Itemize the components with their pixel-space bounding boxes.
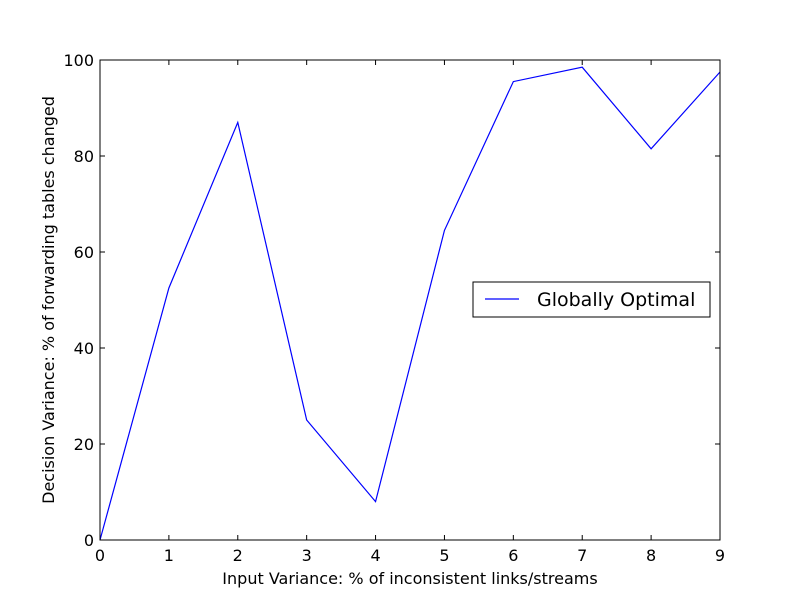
legend-entry-globally-optimal: Globally Optimal (537, 289, 695, 311)
series-line-0 (99, 66, 721, 541)
y-tick-label: 60 (74, 243, 94, 262)
y-tick-label: 80 (74, 147, 94, 166)
y-tick-label: 40 (74, 339, 94, 358)
y-tick-label: 0 (84, 531, 94, 550)
x-tick-label: 3 (302, 546, 312, 565)
y-tick-label: 100 (63, 51, 94, 70)
x-tick-label: 5 (439, 546, 449, 565)
x-tick-label: 6 (508, 546, 518, 565)
x-tick-label: 2 (233, 546, 243, 565)
axis-ticks: 0 1 2 3 4 5 6 7 8 9 0 20 40 60 80 100 (63, 51, 725, 565)
plot-area (99, 66, 721, 541)
x-tick-label: 1 (164, 546, 174, 565)
y-axis-label: Decision Variance: % of forwarding table… (39, 96, 58, 504)
y-tick-label: 20 (74, 435, 94, 454)
legend: Globally Optimal (472, 281, 711, 318)
plot-frame (99, 59, 721, 541)
x-tick-label: 9 (715, 546, 725, 565)
x-tick-label: 7 (577, 546, 587, 565)
x-tick-label: 8 (646, 546, 656, 565)
x-tick-label: 0 (95, 546, 105, 565)
x-axis-label: Input Variance: % of inconsistent links/… (222, 569, 597, 588)
x-tick-label: 4 (370, 546, 380, 565)
